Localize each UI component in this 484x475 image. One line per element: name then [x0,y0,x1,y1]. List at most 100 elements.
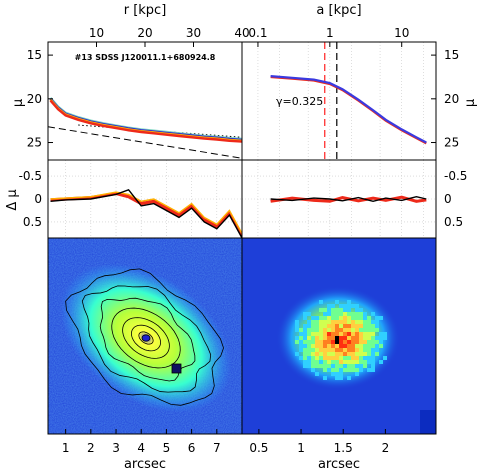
model-pixel [307,324,311,328]
model-pixel [327,348,331,352]
y-tick-label: 0.5 [23,215,42,229]
model-pixel [315,344,319,348]
model-pixel [355,368,359,372]
model-pixel [371,324,375,328]
profile-series-0 [270,75,427,145]
model-pixel [351,352,355,356]
profile-curves [48,97,242,159]
model-pixel [311,332,315,336]
model-pixel [307,340,311,344]
model-pixel [351,328,355,332]
model-pixel [359,340,363,344]
model-pixel [355,344,359,348]
contour-5 [81,285,212,393]
model-pixel [355,304,359,308]
model-pixel [359,320,363,324]
model-pixel [359,356,363,360]
model-pixel [303,340,307,344]
model-pixel [363,356,367,360]
model-pixel [315,324,319,328]
model-pixel [339,308,343,312]
model-pixel [351,320,355,324]
model-pixel [327,336,331,340]
model-pixel [367,340,371,344]
model-pixel [299,356,303,360]
model-pixel [339,348,343,352]
model-pixel [319,324,323,328]
model-pixel [355,328,359,332]
y-tick-label: 0 [34,192,42,206]
profile-curves [257,42,427,160]
model-pixel [327,328,331,332]
model-pixel [355,372,359,376]
model-pixel [355,312,359,316]
model-pixel [303,336,307,340]
model-pixel [347,368,351,372]
model-pixel [327,340,331,344]
model-pixel [379,316,383,320]
surface-brightness-profile-panel: #13 SDSS J120011.1+680924.8 15 20 25 μ 10 20 30… [11,26,250,159]
y-axis-label: μ [11,99,26,107]
contour-0 [138,331,154,345]
model-pixel [327,356,331,360]
model-pixel [359,352,363,356]
model-pixel [339,376,343,380]
model-pixel [375,340,379,344]
model-pixel [335,376,339,380]
residual-series-1 [270,195,427,203]
model-pixel [355,340,359,344]
model-pixel [355,332,359,336]
y-axis-label: Δ μ [5,189,20,210]
model-pixel [347,352,351,356]
model-pixel [339,372,343,376]
residual-curves [242,160,436,238]
model-pixel [363,340,367,344]
y-tick-label: 20 [444,92,459,106]
model-pixel [383,356,387,360]
model-pixel [315,352,319,356]
model-pixel [339,328,343,332]
model-pixel [343,352,347,356]
left-x-axis-label: arcsec [124,457,166,472]
model-pixel [327,368,331,372]
model-pixel [327,324,331,328]
model-pixel [311,360,315,364]
model-pixel [327,312,331,316]
model-pixel [363,324,367,328]
model-pixel [367,360,371,364]
top-tick-label: 10 [394,26,409,40]
model-pixel [367,328,371,332]
bottom-tick-label: 6 [188,441,196,455]
contour-3 [111,307,181,369]
isophote-profile-panel: γ=0.325 15 20 25 μ 0.1 1 10 [248,26,478,160]
model-pixel [311,364,315,368]
model-pixel [323,352,327,356]
model-pixel [347,304,351,308]
model-pixel [331,364,335,368]
residual-series-1 [50,191,242,234]
model-pixel [355,352,359,356]
model-pixel [315,332,319,336]
model-pixel [339,344,343,348]
model-pixel [363,312,367,316]
model-pixel [335,336,339,340]
model-pixel [323,364,327,368]
model-pixel [379,360,383,364]
residual-series-0 [50,191,242,237]
model-pixel [331,316,335,320]
model-pixel [319,316,323,320]
model-pixel [315,316,319,320]
model-pixel [343,320,347,324]
model-pixel [347,308,351,312]
model-pixel [335,332,339,336]
residual-right-panel: -0.5 0 0.5 [242,160,467,238]
model-pixel [315,348,319,352]
model-pixel [307,348,311,352]
model-pixel [319,348,323,352]
model-pixel [343,308,347,312]
model-pixel [359,364,363,368]
model-pixel [343,368,347,372]
model-pixel [323,312,327,316]
model-pixel [359,308,363,312]
